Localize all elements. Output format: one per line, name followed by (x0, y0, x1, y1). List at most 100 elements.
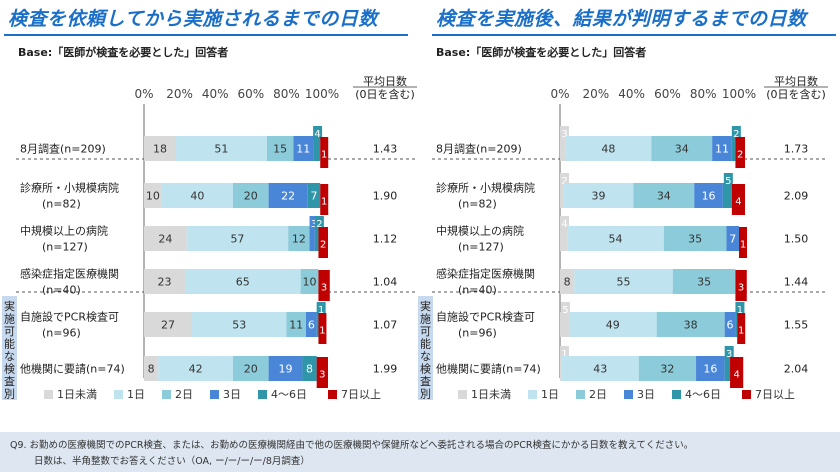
legend-label: 3日 (223, 388, 241, 401)
bar-segment (161, 183, 233, 208)
bar-segment (144, 269, 185, 294)
bar-segment (318, 227, 328, 258)
x-tick-label: 60% (237, 87, 264, 101)
x-tick-label: 60% (654, 87, 681, 101)
bar-segment (309, 226, 315, 251)
bar-segment (560, 269, 575, 294)
bar-value-tag (309, 216, 319, 230)
bar-value-label: 1 (321, 197, 327, 208)
bar-segment (731, 184, 745, 215)
bar-value-label: 2 (737, 150, 743, 161)
legend-swatch (576, 390, 585, 399)
x-tick-label: 100% (305, 87, 339, 101)
bar-value-label: 24 (158, 233, 172, 246)
side-label-char: な (4, 350, 15, 363)
side-label-char: 可 (4, 325, 15, 338)
side-label-char: 施 (420, 313, 431, 326)
average-value: 1.44 (784, 276, 809, 289)
x-tick-label: 20% (582, 87, 609, 101)
bar-value-label: 39 (591, 190, 605, 203)
legend-swatch (328, 390, 337, 399)
bar-value-label: 15 (273, 143, 287, 156)
x-tick-label: 40% (202, 87, 229, 101)
left-base-note: Base:「医師が検査を必要とした」回答者 (18, 46, 229, 59)
side-label-char: 査 (420, 374, 431, 388)
row-label-n: (n=96) (42, 327, 81, 340)
x-tick-label: 80% (273, 87, 300, 101)
bar-value-label: 11 (289, 319, 303, 332)
bar-segment (726, 226, 739, 251)
bar-value-label: 54 (608, 233, 622, 246)
legend-label: 2日 (589, 388, 607, 401)
bar-value-label: 3 (726, 349, 732, 360)
bar-segment (268, 356, 303, 381)
bar-value-tag (723, 173, 733, 187)
bar-value-label: 38 (684, 319, 698, 332)
average-value: 1.55 (784, 319, 809, 332)
x-tick-label: 100% (722, 87, 756, 101)
side-label-char: 査 (4, 374, 15, 388)
bar-value-label: 4 (733, 370, 739, 381)
average-value: 1.73 (784, 143, 809, 156)
legend-label: 1日未満 (471, 388, 511, 401)
bar-segment (724, 356, 731, 381)
bar-segment (318, 313, 327, 344)
bar-value-label: 35 (688, 233, 702, 246)
bar-value-label: 55 (617, 276, 631, 289)
row-label: 中規模以上の病院 (436, 224, 524, 238)
side-label-char: 別 (4, 388, 15, 401)
bar-segment (651, 136, 713, 161)
bar-value-label: 43 (593, 363, 607, 376)
bar-segment (663, 226, 727, 251)
average-value: 1.90 (373, 190, 398, 203)
legend-swatch (742, 390, 751, 399)
bar-segment (158, 356, 233, 381)
bar-segment (737, 313, 746, 344)
bar-value-label: 3 (561, 129, 567, 140)
row-label: 8月調査(n=209) (436, 142, 522, 156)
row-label: 診療所・小規模病院 (20, 181, 119, 195)
bar-value-label: 42 (189, 363, 203, 376)
legend-swatch (210, 390, 219, 399)
bar-segment (313, 136, 321, 161)
legend-label: 4〜6日 (271, 388, 307, 401)
bar-segment (739, 227, 747, 258)
bar-value-label: 10 (146, 190, 160, 203)
x-tick-label: 20% (166, 87, 193, 101)
bar-value-label: 20 (244, 363, 258, 376)
row-label: 感染症指定医療機関 (20, 267, 119, 281)
bar-segment (560, 312, 569, 337)
bar-segment (320, 184, 329, 215)
bar-segment (176, 136, 267, 161)
legend-label: 1日 (541, 388, 559, 401)
footnote-line-1: Q9. お勤めの医療機関でのPCR検査、または、お勤めの医療機関経由で他の医療機… (10, 440, 694, 451)
side-label-char: な (420, 350, 431, 363)
bar-value-label: 22 (281, 190, 295, 203)
legend-swatch (624, 390, 633, 399)
average-value: 1.50 (784, 233, 809, 246)
bar-segment (724, 312, 736, 337)
bar-value-label: 8 (306, 363, 313, 376)
bar-value-label: 10 (303, 276, 317, 289)
bar-segment (293, 136, 314, 161)
row-label-n: (n=127) (42, 241, 88, 254)
legend-swatch (44, 390, 53, 399)
left-chart-title: 検査を依頼してから実施されるまでの日数 (8, 8, 378, 30)
bar-segment (233, 356, 269, 381)
bar-value-label: 3 (311, 219, 317, 230)
bar-value-label: 34 (675, 143, 689, 156)
bar-value-tag (560, 126, 569, 140)
bar-segment (144, 356, 159, 381)
bar-value-label: 6 (308, 319, 315, 332)
bar-segment (560, 226, 568, 251)
bar-value-label: 1 (321, 150, 327, 161)
bar-segment (563, 183, 634, 208)
bar-value-label: 40 (190, 190, 204, 203)
row-label: 中規模以上の病院 (20, 224, 108, 238)
bar-value-label: 11 (296, 143, 310, 156)
bar-value-label: 35 (697, 276, 711, 289)
average-value: 1.99 (373, 363, 398, 376)
bar-segment (735, 270, 747, 301)
bar-value-label: 3 (319, 370, 325, 381)
